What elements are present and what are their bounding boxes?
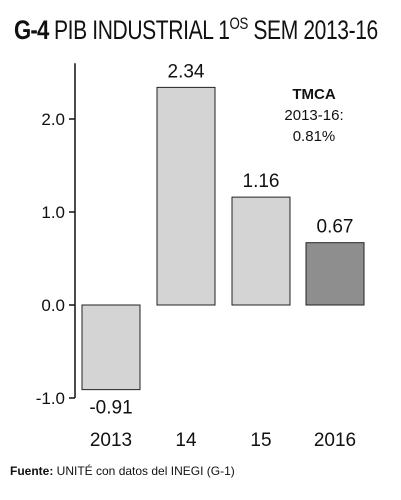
annotation-line2: 0.81% — [293, 128, 336, 145]
source-text: UNITÉ con datos del INEGI (G-1) — [53, 464, 235, 478]
y-axis: -1.0 0.0 1.0 2.0 — [36, 63, 76, 408]
annotation-line1: 2013-16: — [284, 107, 343, 124]
title-main: PIB INDUSTRIAL 1 — [54, 15, 230, 45]
source-note: Fuente: UNITÉ con datos del INEGI (G-1) — [10, 464, 235, 478]
value-label-2013: -0.91 — [89, 398, 132, 419]
x-tick-label-2013: 2013 — [90, 430, 132, 451]
value-label-14: 2.34 — [168, 61, 205, 82]
y-tick-label: 1.0 — [41, 203, 65, 222]
bar-15 — [231, 196, 291, 306]
value-label-15: 1.16 — [243, 171, 280, 192]
tmca-annotation: TMCA 2013-16: 0.81% — [284, 86, 343, 145]
title-tail: SEM 2013-16 — [247, 15, 378, 45]
y-tick-label: 2.0 — [41, 110, 65, 129]
x-tick-label-15: 15 — [250, 430, 271, 451]
y-tick-label: 0.0 — [41, 296, 65, 315]
chart-code: G-4 — [14, 15, 49, 45]
y-tick-label: -1.0 — [36, 389, 65, 408]
value-label-2016: 0.67 — [317, 217, 354, 238]
value-labels: -0.91 2.34 1.16 0.67 — [89, 61, 353, 418]
source-label: Fuente: — [10, 464, 54, 478]
bars — [81, 86, 365, 391]
x-axis-labels: 2013 14 15 2016 — [90, 430, 356, 451]
x-tick-label-2016: 2016 — [314, 430, 356, 451]
bar-14 — [156, 86, 216, 306]
chart-title: G-4 PIB INDUSTRIAL 1OS SEM 2013-16 — [14, 14, 401, 50]
title-superscript: OS — [229, 14, 249, 33]
bar-2013 — [81, 304, 141, 391]
bar-2016 — [305, 242, 365, 306]
annotation-heading: TMCA — [292, 86, 335, 103]
x-tick-label-14: 14 — [175, 430, 197, 451]
chart-title-text: PIB INDUSTRIAL 1OS SEM 2013-16 — [54, 14, 378, 46]
